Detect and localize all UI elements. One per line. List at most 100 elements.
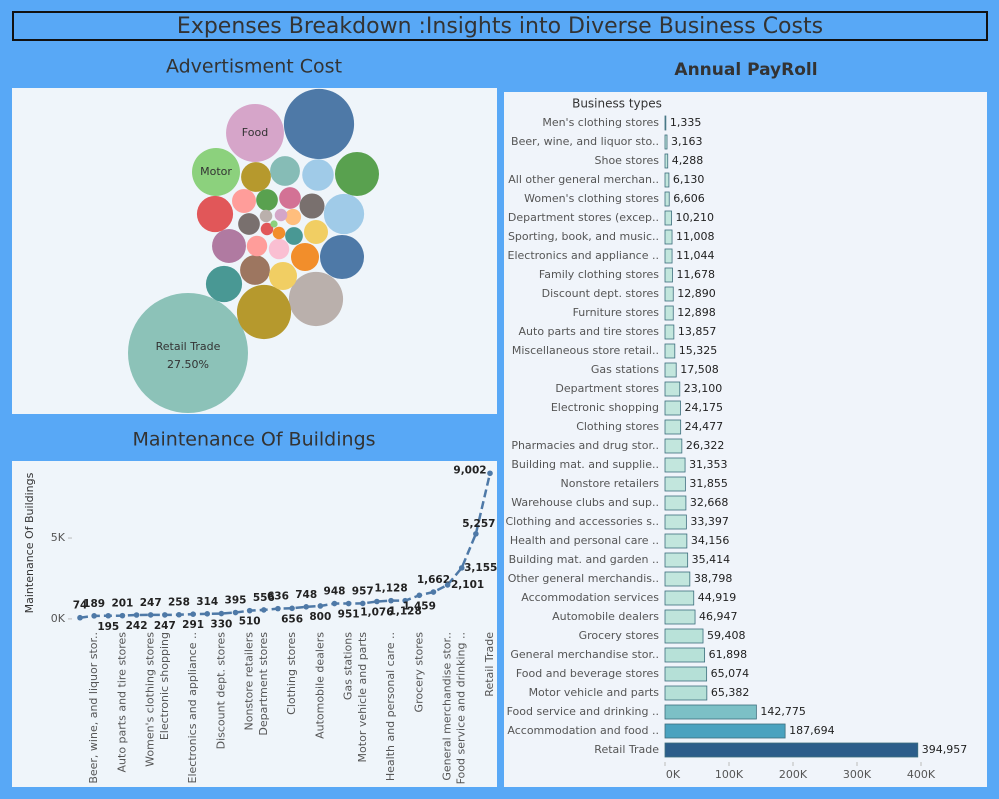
bubble [285, 227, 303, 245]
category-label: Accommodation services [521, 591, 659, 604]
bubble [205, 265, 243, 303]
bar [664, 210, 672, 226]
x-tick-label: Electronics and appliance .. [186, 632, 199, 783]
bubble [283, 88, 355, 160]
point [444, 582, 451, 588]
point [133, 612, 140, 618]
data-label: 6,130 [673, 173, 705, 186]
chart-title: Annual PayRoll [674, 60, 817, 80]
bar [664, 609, 696, 625]
point [204, 611, 211, 617]
point [119, 612, 126, 619]
bar [664, 742, 919, 758]
bar [664, 514, 687, 530]
bar [664, 457, 686, 473]
bar [664, 628, 704, 644]
data-label: 1,128 [389, 606, 422, 618]
title-box [12, 11, 988, 41]
point [388, 597, 394, 604]
x-tick-label: Department stores [257, 632, 270, 736]
data-label: 510 [239, 616, 261, 628]
x-tick-label: Nonstore retailers [243, 632, 256, 731]
chart-title: Maintenance Of Buildings [132, 429, 375, 451]
data-label: 1,662 [417, 574, 450, 586]
category-label: Electronic shopping [551, 401, 659, 414]
chart-title: Advertisment Cost [166, 56, 342, 78]
category-label: Discount dept. stores [542, 287, 660, 300]
data-label: 32,668 [690, 496, 729, 509]
category-label: Women's clothing stores [524, 192, 659, 205]
category-label: Miscellaneous store retail.. [512, 344, 659, 357]
bubble-value-label: 27.50% [167, 358, 209, 371]
bar [664, 286, 674, 302]
data-label: 15,325 [679, 344, 718, 357]
data-label: 31,353 [689, 458, 728, 471]
bar [664, 134, 668, 150]
data-label: 33,397 [690, 515, 729, 528]
data-label: 65,074 [711, 667, 750, 680]
category-label: Food service and drinking .. [507, 705, 659, 718]
data-label: 201 [111, 598, 133, 610]
data-label: 247 [140, 597, 162, 609]
bar [664, 343, 676, 359]
category-label: Nonstore retailers [561, 477, 660, 490]
bubble [256, 189, 278, 211]
bubble [196, 195, 234, 233]
point [190, 611, 196, 618]
category-label: Food and beverage stores [516, 667, 659, 680]
data-label: 59,408 [707, 629, 746, 642]
data-label: 1,459 [403, 600, 436, 612]
data-label: 189 [83, 598, 105, 610]
x-tick-label: Retail Trade [483, 632, 496, 697]
data-label: 10,210 [676, 211, 715, 224]
point [374, 598, 380, 605]
bar [664, 172, 670, 188]
data-label: 957 [352, 585, 374, 597]
category-label: All other general merchan.. [508, 173, 659, 186]
data-label: 395 [225, 595, 247, 607]
axis-header: Business types [572, 97, 662, 111]
category-label: Clothing and accessories s.. [505, 515, 659, 528]
bubble [288, 271, 344, 327]
category-label: Furniture stores [573, 306, 660, 319]
bar [664, 362, 677, 378]
data-label: 258 [168, 597, 190, 609]
bubble [226, 104, 284, 162]
bar [664, 400, 681, 416]
point [176, 611, 182, 618]
data-label: 23,100 [684, 382, 723, 395]
data-label: 195 [97, 621, 119, 633]
category-label: Men's clothing stores [542, 116, 659, 129]
category-label: Warehouse clubs and sup.. [511, 496, 659, 509]
data-label: 556 [253, 592, 275, 604]
point [317, 603, 324, 609]
bubble [302, 159, 334, 191]
point [359, 600, 366, 607]
data-label: 74 [73, 600, 88, 612]
bar [664, 153, 669, 169]
data-label: 11,044 [676, 249, 715, 262]
bar [664, 476, 686, 492]
data-label: 2,101 [451, 579, 484, 591]
bubble [323, 193, 365, 235]
x-tick-label: Motor vehicle and parts [356, 632, 369, 763]
data-label: 1,128 [374, 583, 407, 595]
data-label: 3,163 [671, 135, 703, 148]
data-label: 24,477 [685, 420, 724, 433]
bubble [279, 187, 301, 209]
bubble [212, 229, 246, 263]
bar [664, 419, 682, 435]
point [303, 604, 310, 610]
data-label: 11,008 [676, 230, 715, 243]
bubble-label: Retail Trade [156, 340, 221, 353]
data-label: 656 [281, 613, 303, 625]
category-label: Shoe stores [594, 154, 659, 167]
category-label: Beer, wine, and liquor sto.. [511, 135, 659, 148]
data-label: 748 [295, 589, 317, 601]
bar [664, 324, 675, 340]
data-label: 3,155 [464, 562, 497, 574]
x-tick-label: 0K [666, 768, 681, 781]
x-tick-label: Clothing stores [285, 632, 298, 715]
point [162, 612, 168, 618]
